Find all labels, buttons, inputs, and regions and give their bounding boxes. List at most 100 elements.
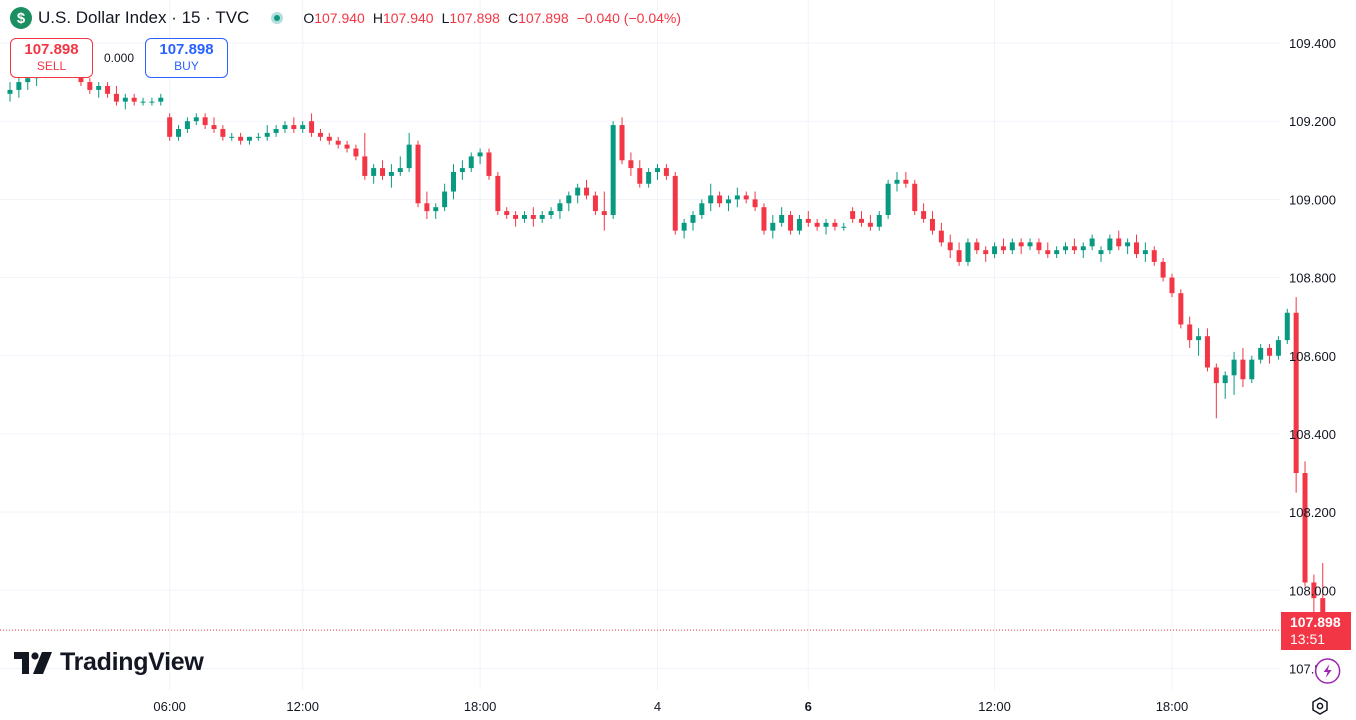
candle-body bbox=[610, 125, 616, 216]
candle bbox=[184, 117, 190, 133]
candle bbox=[876, 211, 882, 231]
candle bbox=[956, 242, 962, 266]
candle-body bbox=[353, 148, 359, 157]
sell-button[interactable]: 107.898 SELL bbox=[10, 38, 93, 78]
candle-body bbox=[459, 168, 465, 173]
buy-button[interactable]: 107.898 BUY bbox=[145, 38, 228, 78]
candle bbox=[380, 160, 386, 180]
candle-body bbox=[273, 129, 279, 133]
x-tick-label: 18:00 bbox=[464, 699, 497, 714]
candle-body bbox=[397, 168, 403, 173]
candle bbox=[885, 179, 891, 219]
candle-body bbox=[1045, 250, 1051, 255]
candle-body bbox=[779, 215, 785, 223]
ohlc-values: O107.940 H107.940 L107.898 C107.898 −0.0… bbox=[303, 10, 681, 26]
candle bbox=[965, 238, 971, 266]
candle-body bbox=[672, 175, 678, 231]
candle-body bbox=[628, 160, 634, 169]
candle bbox=[255, 132, 261, 141]
candle-body bbox=[708, 195, 714, 204]
candle bbox=[229, 132, 235, 141]
candle-body bbox=[1320, 598, 1326, 614]
candle bbox=[406, 132, 412, 173]
candle bbox=[105, 82, 111, 98]
candle-body bbox=[965, 242, 971, 262]
candle bbox=[1027, 238, 1033, 251]
candle-body bbox=[317, 132, 323, 137]
candle-body bbox=[1240, 359, 1246, 380]
candle-body bbox=[326, 136, 332, 141]
candle bbox=[761, 203, 767, 235]
candle bbox=[96, 82, 102, 98]
x-tick-label: 6 bbox=[805, 699, 812, 714]
tradingview-logo[interactable]: TradingView bbox=[14, 648, 204, 677]
candle-body bbox=[761, 207, 767, 231]
candle bbox=[504, 207, 510, 219]
candle-body bbox=[1284, 312, 1290, 341]
x-tick-label: 12:00 bbox=[286, 699, 319, 714]
candle-body bbox=[637, 168, 643, 184]
candle bbox=[238, 132, 244, 145]
candle bbox=[1036, 238, 1042, 255]
candle bbox=[309, 113, 315, 137]
candle bbox=[575, 183, 581, 204]
candle bbox=[486, 148, 492, 180]
candle bbox=[344, 140, 350, 153]
candle bbox=[832, 218, 838, 231]
candle-body bbox=[1018, 242, 1024, 247]
candle bbox=[717, 191, 723, 208]
candle-body bbox=[947, 242, 953, 251]
candle bbox=[912, 179, 918, 216]
candle-body bbox=[229, 136, 235, 138]
candle bbox=[300, 121, 306, 133]
candle bbox=[158, 93, 164, 106]
candle-body bbox=[96, 86, 102, 90]
candle-body bbox=[1302, 473, 1308, 583]
candle-body bbox=[1178, 293, 1184, 325]
candle-body bbox=[16, 82, 22, 90]
candle-body bbox=[566, 195, 572, 204]
y-tick-label: 109.200 bbox=[1289, 114, 1336, 129]
candle-body bbox=[344, 144, 350, 149]
symbol-title[interactable]: U.S. Dollar Index · 15 · TVC bbox=[38, 8, 250, 27]
candle bbox=[530, 207, 536, 227]
candle bbox=[903, 172, 909, 188]
candle-body bbox=[841, 226, 847, 228]
candle-body bbox=[7, 89, 13, 94]
candle-body bbox=[725, 199, 731, 204]
candle-body bbox=[770, 222, 776, 231]
candle-body bbox=[929, 218, 935, 231]
candle-body bbox=[1125, 242, 1131, 247]
candle-body bbox=[1009, 242, 1015, 251]
candle bbox=[539, 211, 545, 223]
candle-body bbox=[743, 195, 749, 200]
candle-body bbox=[575, 187, 581, 196]
lightning-icon[interactable] bbox=[1314, 658, 1341, 684]
candle bbox=[362, 132, 368, 180]
candle-body bbox=[1098, 250, 1104, 255]
candle bbox=[521, 211, 527, 223]
trade-panel: 107.898 SELL 0.000 107.898 BUY bbox=[10, 38, 228, 78]
candle bbox=[282, 121, 288, 133]
candle bbox=[805, 211, 811, 227]
candle-body bbox=[335, 140, 341, 145]
candle bbox=[87, 78, 93, 94]
change-value: −0.040 (−0.04%) bbox=[576, 10, 681, 26]
candle-body bbox=[850, 211, 856, 219]
candle-body bbox=[1071, 246, 1077, 251]
candle bbox=[566, 191, 572, 212]
candle-body bbox=[220, 129, 226, 137]
candle bbox=[1258, 344, 1264, 364]
price-axis: 109.400 109.200 109.000 108.800 108.600 108.4… bbox=[1289, 36, 1336, 676]
candle-body bbox=[238, 136, 244, 141]
candle-body bbox=[1249, 359, 1255, 380]
y-tick-label: 108.000 bbox=[1289, 583, 1336, 598]
y-tick-label: 108.800 bbox=[1289, 271, 1336, 286]
settings-icon[interactable] bbox=[1310, 696, 1330, 716]
candle-body bbox=[193, 117, 199, 122]
candle bbox=[1284, 308, 1290, 345]
candle bbox=[495, 172, 501, 216]
candle bbox=[646, 168, 652, 188]
candle bbox=[610, 121, 616, 219]
